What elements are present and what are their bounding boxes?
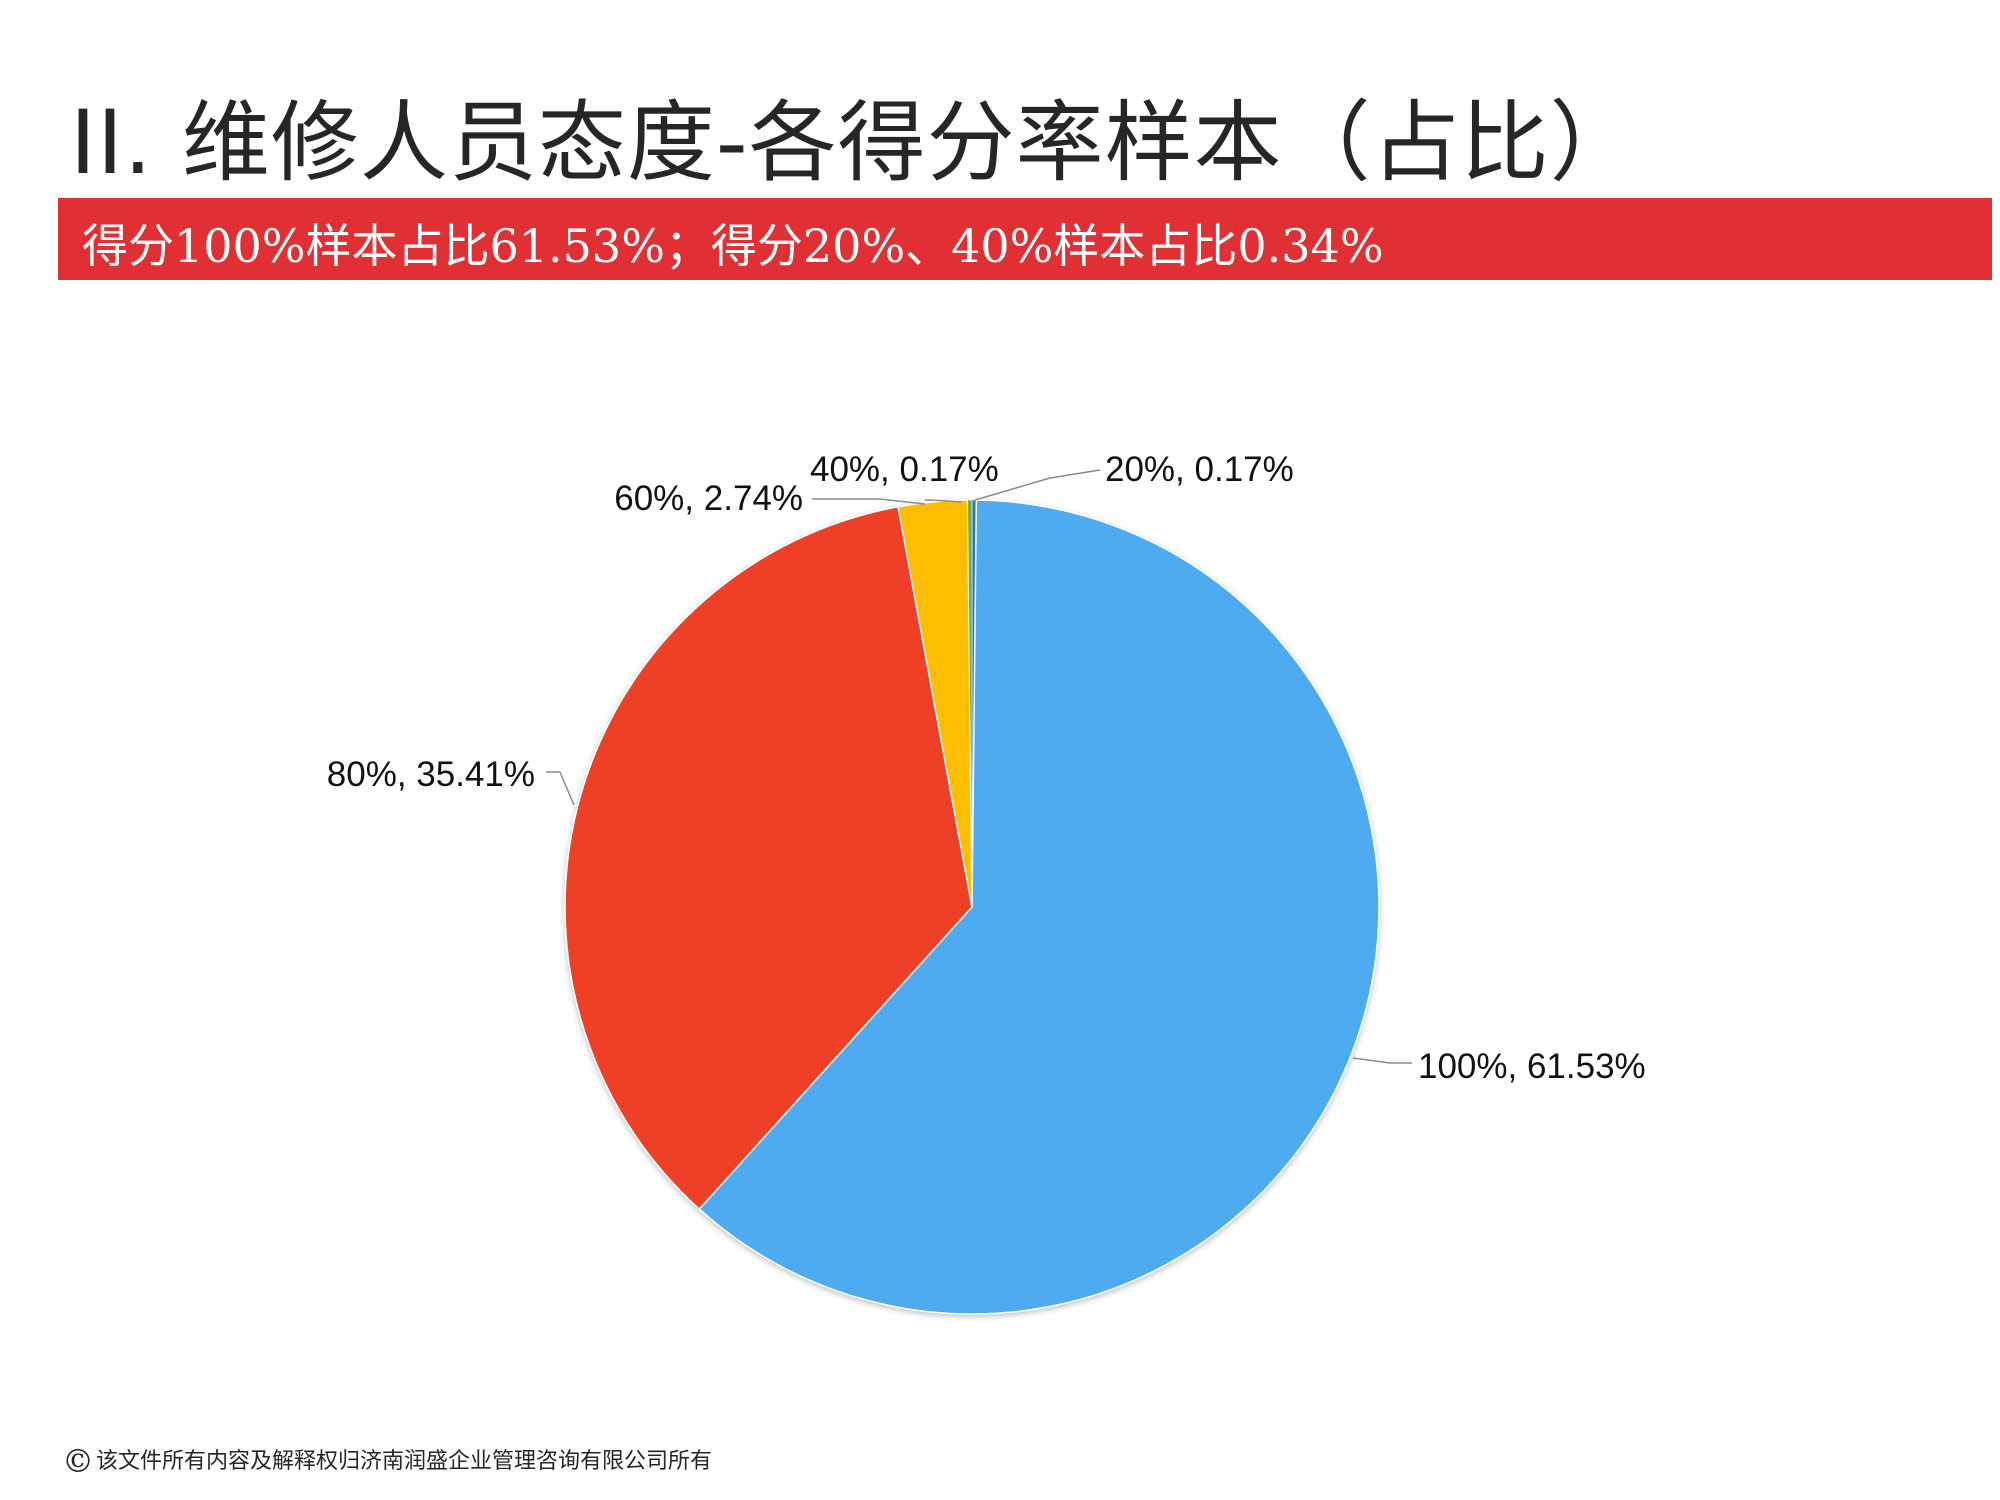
leader-line-40pct — [925, 499, 963, 503]
data-label-60pct: 60%, 2.74% — [614, 479, 803, 518]
pie-slice-40pct — [967, 499, 973, 908]
copyright-icon: © — [62, 1442, 94, 1480]
leader-line-20pct — [974, 469, 1101, 501]
slide-title: II. 维修人员态度-各得分率样本（占比） — [70, 91, 1639, 194]
leader-line-60pct — [812, 498, 926, 505]
banner-text: 得分100%样本占比61.53%；得分20%、40%样本占比0.34% — [82, 219, 1384, 273]
pie-slices — [564, 499, 1380, 1315]
data-label-80pct: 80%, 35.41% — [327, 755, 535, 794]
highlight-banner: 得分100%样本占比61.53%；得分20%、40%样本占比0.34% — [58, 198, 1992, 280]
pie-labels: 20%, 0.17% 100%, 61.53% 80%, 35.41% 60%, 2.… — [327, 450, 1646, 1086]
data-label-40pct: 40%, 0.17% — [810, 450, 999, 489]
copyright-footer: ©该文件所有内容及解释权归济南润盛企业管理咨询有限公司所有 — [62, 1442, 712, 1480]
pie-slice-80pct — [564, 505, 973, 1211]
data-label-100pct: 100%, 61.53% — [1418, 1047, 1646, 1086]
leader-line-80pct — [546, 771, 575, 806]
leader-line-100pct — [1352, 1057, 1412, 1064]
copyright-text: 该文件所有内容及解释权归济南润盛企业管理咨询有限公司所有 — [96, 1449, 713, 1474]
data-label-20pct: 20%, 0.17% — [1105, 450, 1294, 489]
pie-slice-100pct — [698, 499, 1380, 1315]
